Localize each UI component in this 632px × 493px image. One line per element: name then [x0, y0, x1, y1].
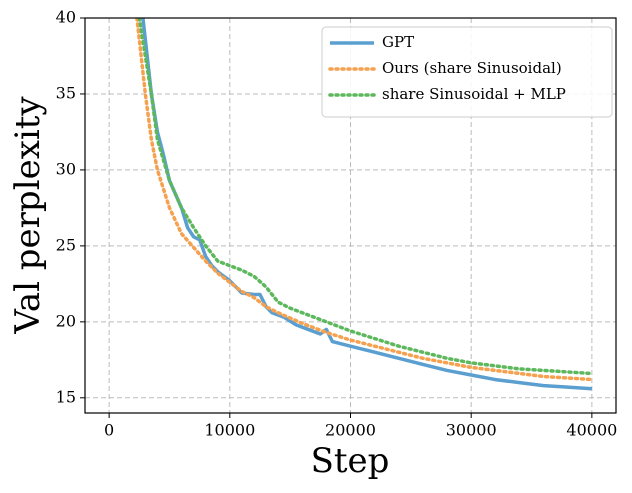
- y-tick-label: 20: [56, 311, 76, 330]
- x-tick-label: 20000: [325, 421, 376, 440]
- legend-box: [321, 26, 613, 118]
- series-line: [141, 18, 592, 391]
- y-axis-title: Val perplexity: [8, 96, 48, 335]
- series-line: [137, 18, 594, 376]
- legend-label: share Sinusoidal + MLP: [382, 85, 566, 103]
- y-tick-label: 30: [56, 159, 76, 178]
- y-tick-label: 40: [56, 8, 76, 27]
- x-tick-label: 10000: [204, 421, 255, 440]
- x-axis-title: Step: [311, 441, 390, 481]
- y-tick-label: 35: [56, 83, 76, 102]
- legend-label: GPT: [382, 33, 414, 51]
- x-tick-label: 40000: [566, 421, 617, 440]
- x-tick-label: 0: [104, 421, 114, 440]
- y-tick-label: 15: [56, 387, 76, 406]
- series-line: [135, 18, 594, 382]
- legend-label: Ours (share Sinusoidal): [382, 59, 562, 77]
- y-tick-label: 25: [56, 235, 76, 254]
- x-tick-label: 30000: [446, 421, 497, 440]
